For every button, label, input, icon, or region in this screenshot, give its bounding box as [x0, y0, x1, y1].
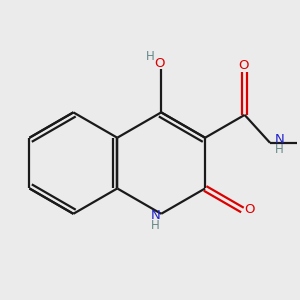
Text: H: H — [275, 143, 284, 157]
Text: O: O — [238, 59, 248, 72]
Text: O: O — [244, 203, 255, 217]
Text: H: H — [146, 50, 155, 63]
Text: O: O — [154, 57, 165, 70]
Text: H: H — [151, 219, 160, 232]
Text: N: N — [150, 209, 160, 222]
Text: N: N — [274, 133, 284, 146]
